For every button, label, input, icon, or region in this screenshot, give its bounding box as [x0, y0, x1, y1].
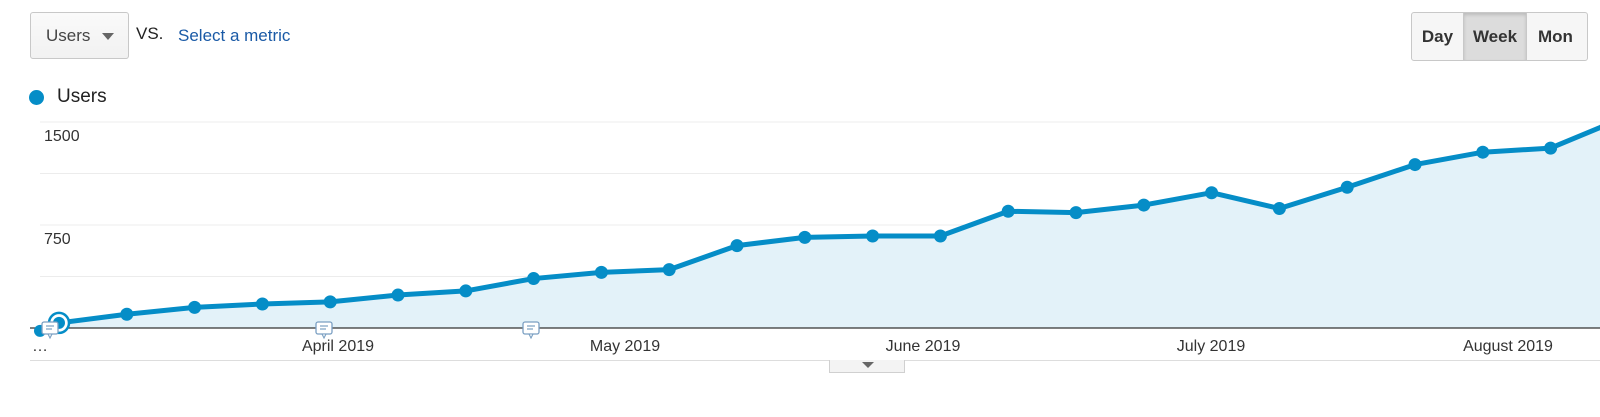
chevron-down-icon [862, 362, 874, 368]
data-point [1340, 180, 1354, 194]
data-point [933, 229, 947, 243]
chart-legend: Users [29, 86, 107, 108]
x-tick-label: August 2019 [1463, 338, 1553, 355]
chart-divider [30, 360, 1600, 361]
primary-metric-dropdown[interactable]: Users [30, 12, 129, 59]
data-point [255, 297, 269, 311]
data-point [798, 230, 812, 244]
chevron-down-icon [102, 33, 114, 40]
data-point [323, 295, 337, 309]
data-point [1205, 186, 1219, 200]
data-point [527, 272, 541, 286]
primary-metric-label: Users [46, 25, 91, 45]
data-point [459, 284, 473, 298]
period-week-button[interactable]: Week [1464, 13, 1527, 60]
data-point [730, 239, 744, 253]
x-tick-label: … [32, 338, 48, 355]
data-point [866, 229, 880, 243]
data-point [594, 265, 608, 279]
x-tick-label: July 2019 [1177, 338, 1246, 355]
x-tick-label: May 2019 [590, 338, 660, 355]
period-toggle: Day Week Mon [1411, 12, 1588, 61]
legend-swatch [29, 89, 44, 105]
data-point [1408, 158, 1422, 172]
period-month-button[interactable]: Mon [1538, 26, 1573, 46]
data-point [1137, 198, 1151, 212]
y-tick-label: 750 [44, 231, 71, 248]
data-point [1272, 202, 1286, 216]
data-point [662, 263, 676, 277]
y-tick-label: 1500 [44, 128, 80, 145]
data-point [188, 300, 202, 314]
expand-annotations-button[interactable] [829, 360, 905, 373]
x-tick-label: April 2019 [302, 338, 374, 355]
data-point [1069, 206, 1083, 220]
period-day-button[interactable]: Day [1412, 13, 1464, 60]
annotation-icon[interactable] [522, 321, 540, 340]
data-point [1544, 141, 1558, 155]
data-point [1001, 204, 1015, 218]
x-tick-label: June 2019 [886, 338, 961, 355]
vs-label: VS. [136, 24, 164, 43]
data-point [1476, 145, 1490, 159]
data-point [120, 307, 134, 321]
legend-label: Users [57, 86, 107, 107]
annotation-icon[interactable] [41, 321, 59, 340]
select-metric-link[interactable]: Select a metric [178, 26, 291, 45]
annotation-icon[interactable] [315, 321, 333, 340]
series-area [40, 126, 1600, 331]
data-point [391, 288, 405, 302]
